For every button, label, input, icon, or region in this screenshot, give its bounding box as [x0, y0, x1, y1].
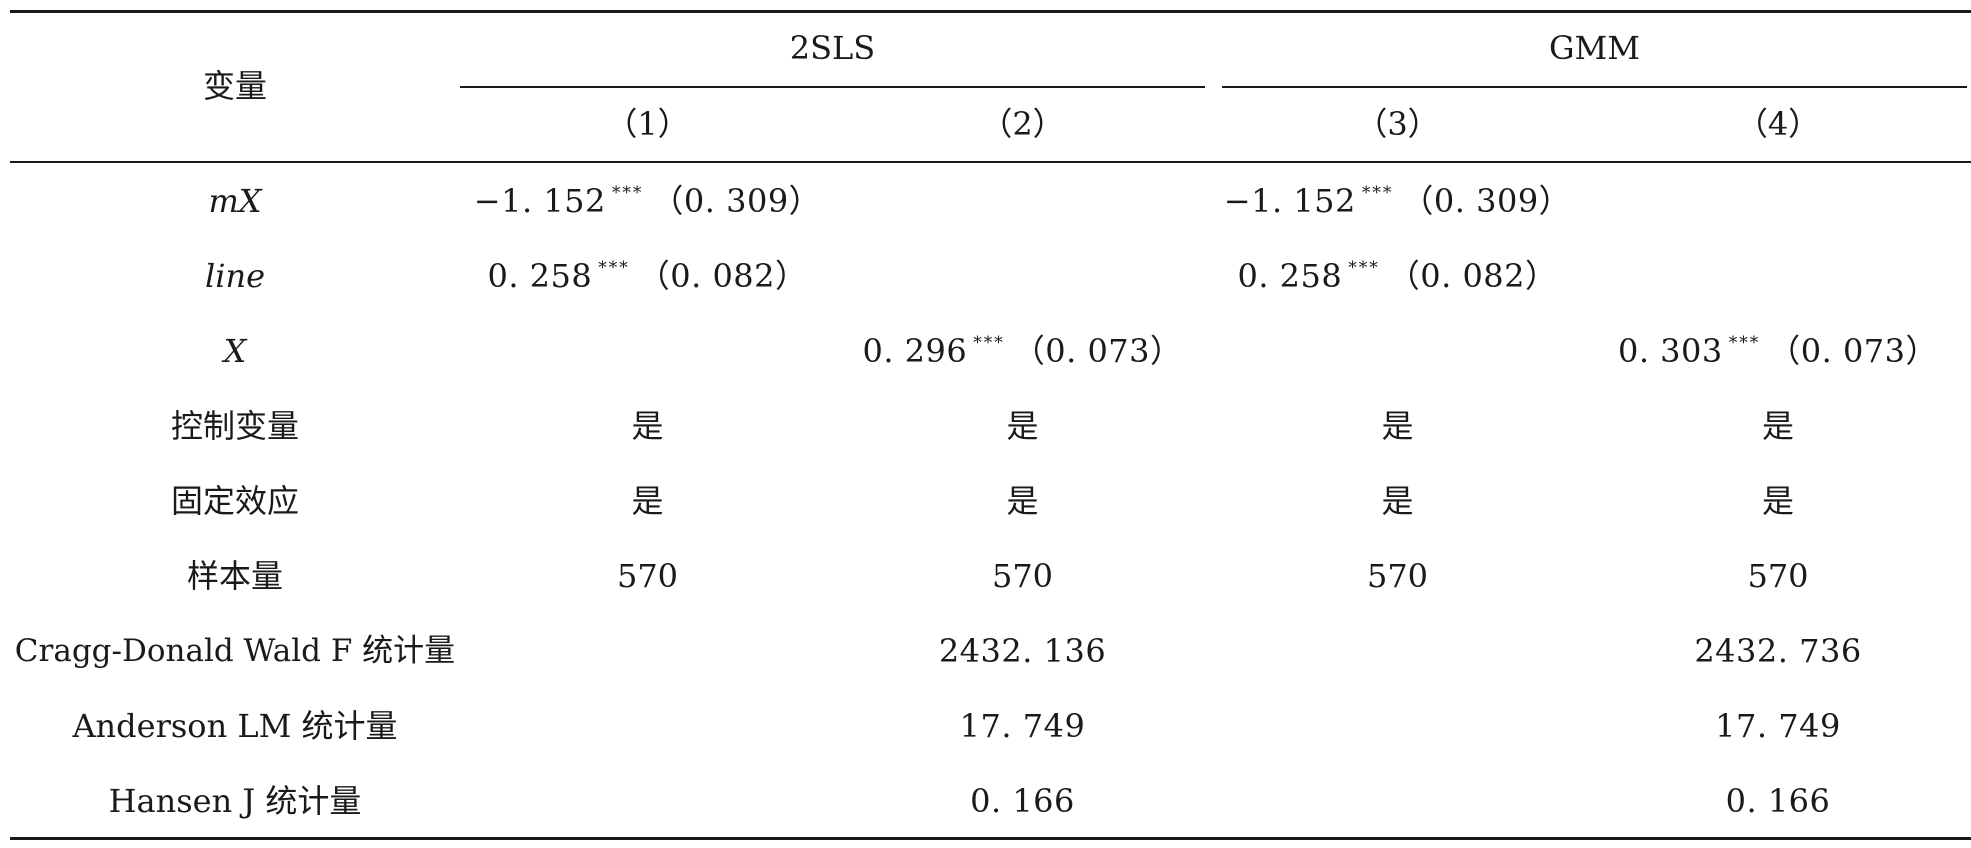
row-label-anderson: Anderson LM 统计量	[72, 707, 398, 745]
line-col3-coef: 0. 258	[1237, 257, 1343, 295]
line-col1-coef: 0. 258	[487, 257, 593, 295]
group-header-gmm: GMM	[1548, 29, 1641, 67]
x-col4-coef: 0. 303	[1617, 332, 1723, 370]
x-col4-estimate: 0. 303 *** （0. 073）	[1585, 321, 1971, 381]
row-label-cragg-donald: Cragg-Donald Wald F 统计量	[14, 633, 456, 669]
group-rule-gmm	[1222, 86, 1967, 88]
fixed-effects-col3: 是	[1381, 482, 1414, 520]
controls-col3: 是	[1381, 407, 1414, 445]
line-col3-estimate: 0. 258 *** （0. 082）	[1210, 246, 1585, 306]
row-label-line: line	[204, 257, 265, 295]
fixed-effects-col4: 是	[1761, 482, 1794, 520]
row-label-x: X	[223, 332, 247, 370]
column-header-4: （4）	[1735, 105, 1821, 143]
mx-col1-stars: ***	[611, 183, 644, 204]
line-col1-se: （0. 082）	[637, 257, 808, 295]
anderson-col4: 17. 749	[1715, 707, 1841, 745]
line-col3-se: （0. 082）	[1387, 257, 1558, 295]
cragg-col2: 2432. 136	[938, 632, 1107, 670]
x-col4-stars: ***	[1728, 333, 1761, 354]
bottom-rule	[10, 837, 1971, 840]
mx-col3-estimate: −1. 152 *** （0. 309）	[1210, 171, 1585, 231]
sample-col2: 570	[991, 557, 1054, 595]
header-rule	[10, 161, 1971, 163]
mx-col1-coef: −1. 152	[473, 182, 606, 220]
top-rule	[10, 10, 1971, 13]
controls-col4: 是	[1761, 407, 1794, 445]
controls-col2: 是	[1006, 407, 1039, 445]
sample-col4: 570	[1747, 557, 1809, 595]
column-header-2: （2）	[980, 105, 1065, 143]
cragg-col4: 2432. 736	[1694, 632, 1862, 670]
line-col3-stars: ***	[1348, 258, 1380, 279]
row-label-fixed-effects: 固定效应	[170, 482, 299, 520]
line-col1-stars: ***	[598, 258, 630, 279]
sample-col1: 570	[616, 557, 679, 595]
controls-col1: 是	[631, 407, 664, 445]
mx-col3-stars: ***	[1361, 183, 1394, 204]
line-col1-estimate: 0. 258 *** （0. 082）	[460, 246, 835, 306]
anderson-col2: 17. 749	[959, 707, 1086, 745]
hansen-col2: 0. 166	[970, 782, 1075, 820]
row-label-mx: mX	[208, 182, 262, 220]
hansen-col4: 0. 166	[1725, 782, 1831, 820]
x-col2-stars: ***	[973, 333, 1005, 354]
x-col2-se: （0. 073）	[1012, 332, 1183, 370]
column-header-1: （1）	[605, 105, 690, 143]
sample-col3: 570	[1366, 557, 1429, 595]
mx-col3-coef: −1. 152	[1223, 182, 1356, 220]
mx-col1-se: （0. 309）	[651, 182, 822, 220]
mx-col3-se: （0. 309）	[1401, 182, 1572, 220]
mx-col1-estimate: −1. 152 *** （0. 309）	[460, 171, 835, 231]
fixed-effects-col1: 是	[631, 482, 664, 520]
x-col2-estimate: 0. 296 *** （0. 073）	[835, 321, 1210, 381]
x-col2-coef: 0. 296	[862, 332, 968, 370]
x-col4-se: （0. 073）	[1768, 332, 1939, 370]
group-header-2sls: 2SLS	[789, 29, 876, 67]
variable-header: 变量	[202, 67, 267, 105]
row-label-sample: 样本量	[186, 557, 283, 595]
column-header-3: （3）	[1355, 105, 1440, 143]
row-label-controls: 控制变量	[170, 407, 299, 445]
group-rule-2sls	[460, 86, 1205, 88]
fixed-effects-col2: 是	[1006, 482, 1039, 520]
row-label-hansen: Hansen J 统计量	[108, 782, 362, 820]
